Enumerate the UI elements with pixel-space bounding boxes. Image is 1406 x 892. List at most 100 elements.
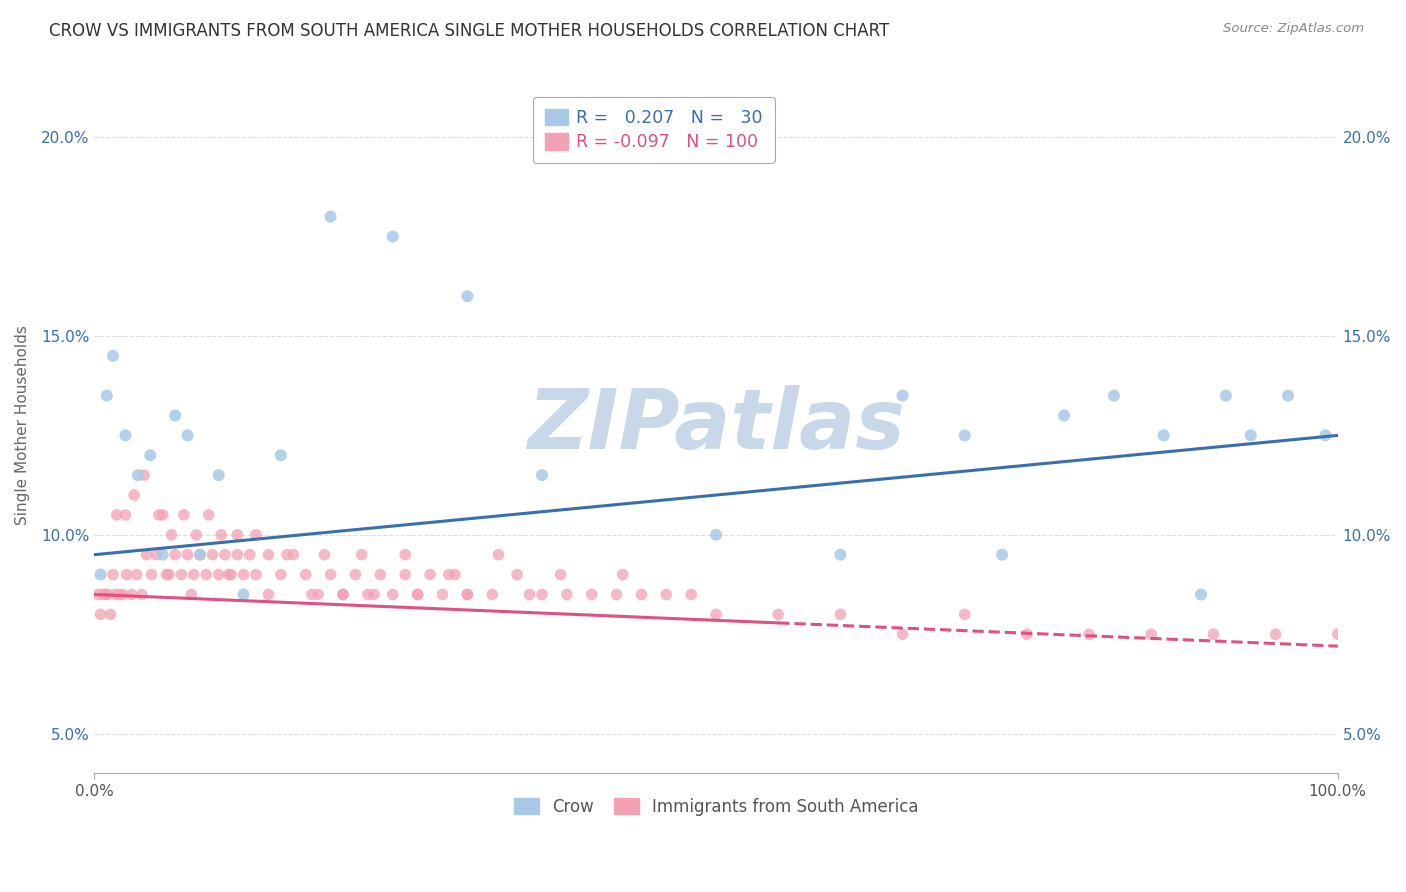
Point xyxy=(630,587,652,601)
Point xyxy=(214,548,236,562)
Point xyxy=(1102,389,1125,403)
Point xyxy=(344,567,367,582)
Point xyxy=(132,468,155,483)
Point xyxy=(91,587,114,601)
Point xyxy=(188,548,211,562)
Point xyxy=(94,587,117,601)
Point xyxy=(101,567,124,582)
Point xyxy=(157,567,180,582)
Point xyxy=(319,567,342,582)
Point xyxy=(226,548,249,562)
Point xyxy=(125,567,148,582)
Point xyxy=(135,548,157,562)
Point xyxy=(283,548,305,562)
Point xyxy=(1264,627,1286,641)
Point xyxy=(232,587,254,601)
Point xyxy=(319,210,342,224)
Point xyxy=(530,468,553,483)
Point xyxy=(111,587,134,601)
Point xyxy=(891,389,914,403)
Point xyxy=(148,508,170,522)
Point xyxy=(891,627,914,641)
Point xyxy=(350,548,373,562)
Legend: Crow, Immigrants from South America: Crow, Immigrants from South America xyxy=(505,789,927,824)
Point xyxy=(394,548,416,562)
Point xyxy=(481,587,503,601)
Point xyxy=(456,587,478,601)
Point xyxy=(581,587,603,601)
Point xyxy=(209,528,232,542)
Point xyxy=(188,548,211,562)
Point xyxy=(1277,389,1299,403)
Point xyxy=(456,289,478,303)
Point xyxy=(165,409,187,423)
Point xyxy=(1078,627,1101,641)
Point xyxy=(226,528,249,542)
Point xyxy=(219,567,242,582)
Point xyxy=(1140,627,1163,641)
Point xyxy=(307,587,329,601)
Point xyxy=(991,548,1014,562)
Point xyxy=(100,607,122,622)
Point xyxy=(681,587,703,601)
Point xyxy=(444,567,467,582)
Point xyxy=(97,587,120,601)
Point xyxy=(953,607,976,622)
Point xyxy=(381,229,404,244)
Point xyxy=(141,567,163,582)
Point xyxy=(139,448,162,462)
Point xyxy=(257,548,280,562)
Point xyxy=(197,508,219,522)
Text: Source: ZipAtlas.com: Source: ZipAtlas.com xyxy=(1223,22,1364,36)
Point xyxy=(195,567,218,582)
Point xyxy=(301,587,323,601)
Point xyxy=(1315,428,1337,442)
Point xyxy=(432,587,454,601)
Point xyxy=(122,488,145,502)
Point xyxy=(208,468,231,483)
Point xyxy=(121,587,143,601)
Point xyxy=(1015,627,1038,641)
Point xyxy=(704,607,727,622)
Point xyxy=(1240,428,1263,442)
Point xyxy=(180,587,202,601)
Point xyxy=(1202,627,1225,641)
Point xyxy=(176,428,198,442)
Point xyxy=(108,587,131,601)
Point xyxy=(1053,409,1076,423)
Point xyxy=(96,389,118,403)
Point xyxy=(201,548,224,562)
Point xyxy=(105,508,128,522)
Point xyxy=(183,567,205,582)
Point xyxy=(114,508,136,522)
Y-axis label: Single Mother Households: Single Mother Households xyxy=(15,326,30,525)
Point xyxy=(1153,428,1175,442)
Point xyxy=(270,567,292,582)
Point xyxy=(170,567,193,582)
Text: CROW VS IMMIGRANTS FROM SOUTH AMERICA SINGLE MOTHER HOUSEHOLDS CORRELATION CHART: CROW VS IMMIGRANTS FROM SOUTH AMERICA SI… xyxy=(49,22,890,40)
Point xyxy=(394,567,416,582)
Point xyxy=(488,548,510,562)
Point xyxy=(165,548,187,562)
Text: ZIPatlas: ZIPatlas xyxy=(527,385,905,466)
Point xyxy=(152,548,174,562)
Point xyxy=(419,567,441,582)
Point xyxy=(257,587,280,601)
Point xyxy=(406,587,429,601)
Point xyxy=(550,567,572,582)
Point xyxy=(655,587,678,601)
Point xyxy=(160,528,183,542)
Point xyxy=(114,428,136,442)
Point xyxy=(155,567,177,582)
Point xyxy=(612,567,634,582)
Point xyxy=(314,548,336,562)
Point xyxy=(357,587,380,601)
Point xyxy=(104,587,127,601)
Point xyxy=(830,607,852,622)
Point xyxy=(208,567,231,582)
Point xyxy=(519,587,541,601)
Point xyxy=(332,587,354,601)
Point xyxy=(830,548,852,562)
Point xyxy=(87,587,110,601)
Point xyxy=(530,587,553,601)
